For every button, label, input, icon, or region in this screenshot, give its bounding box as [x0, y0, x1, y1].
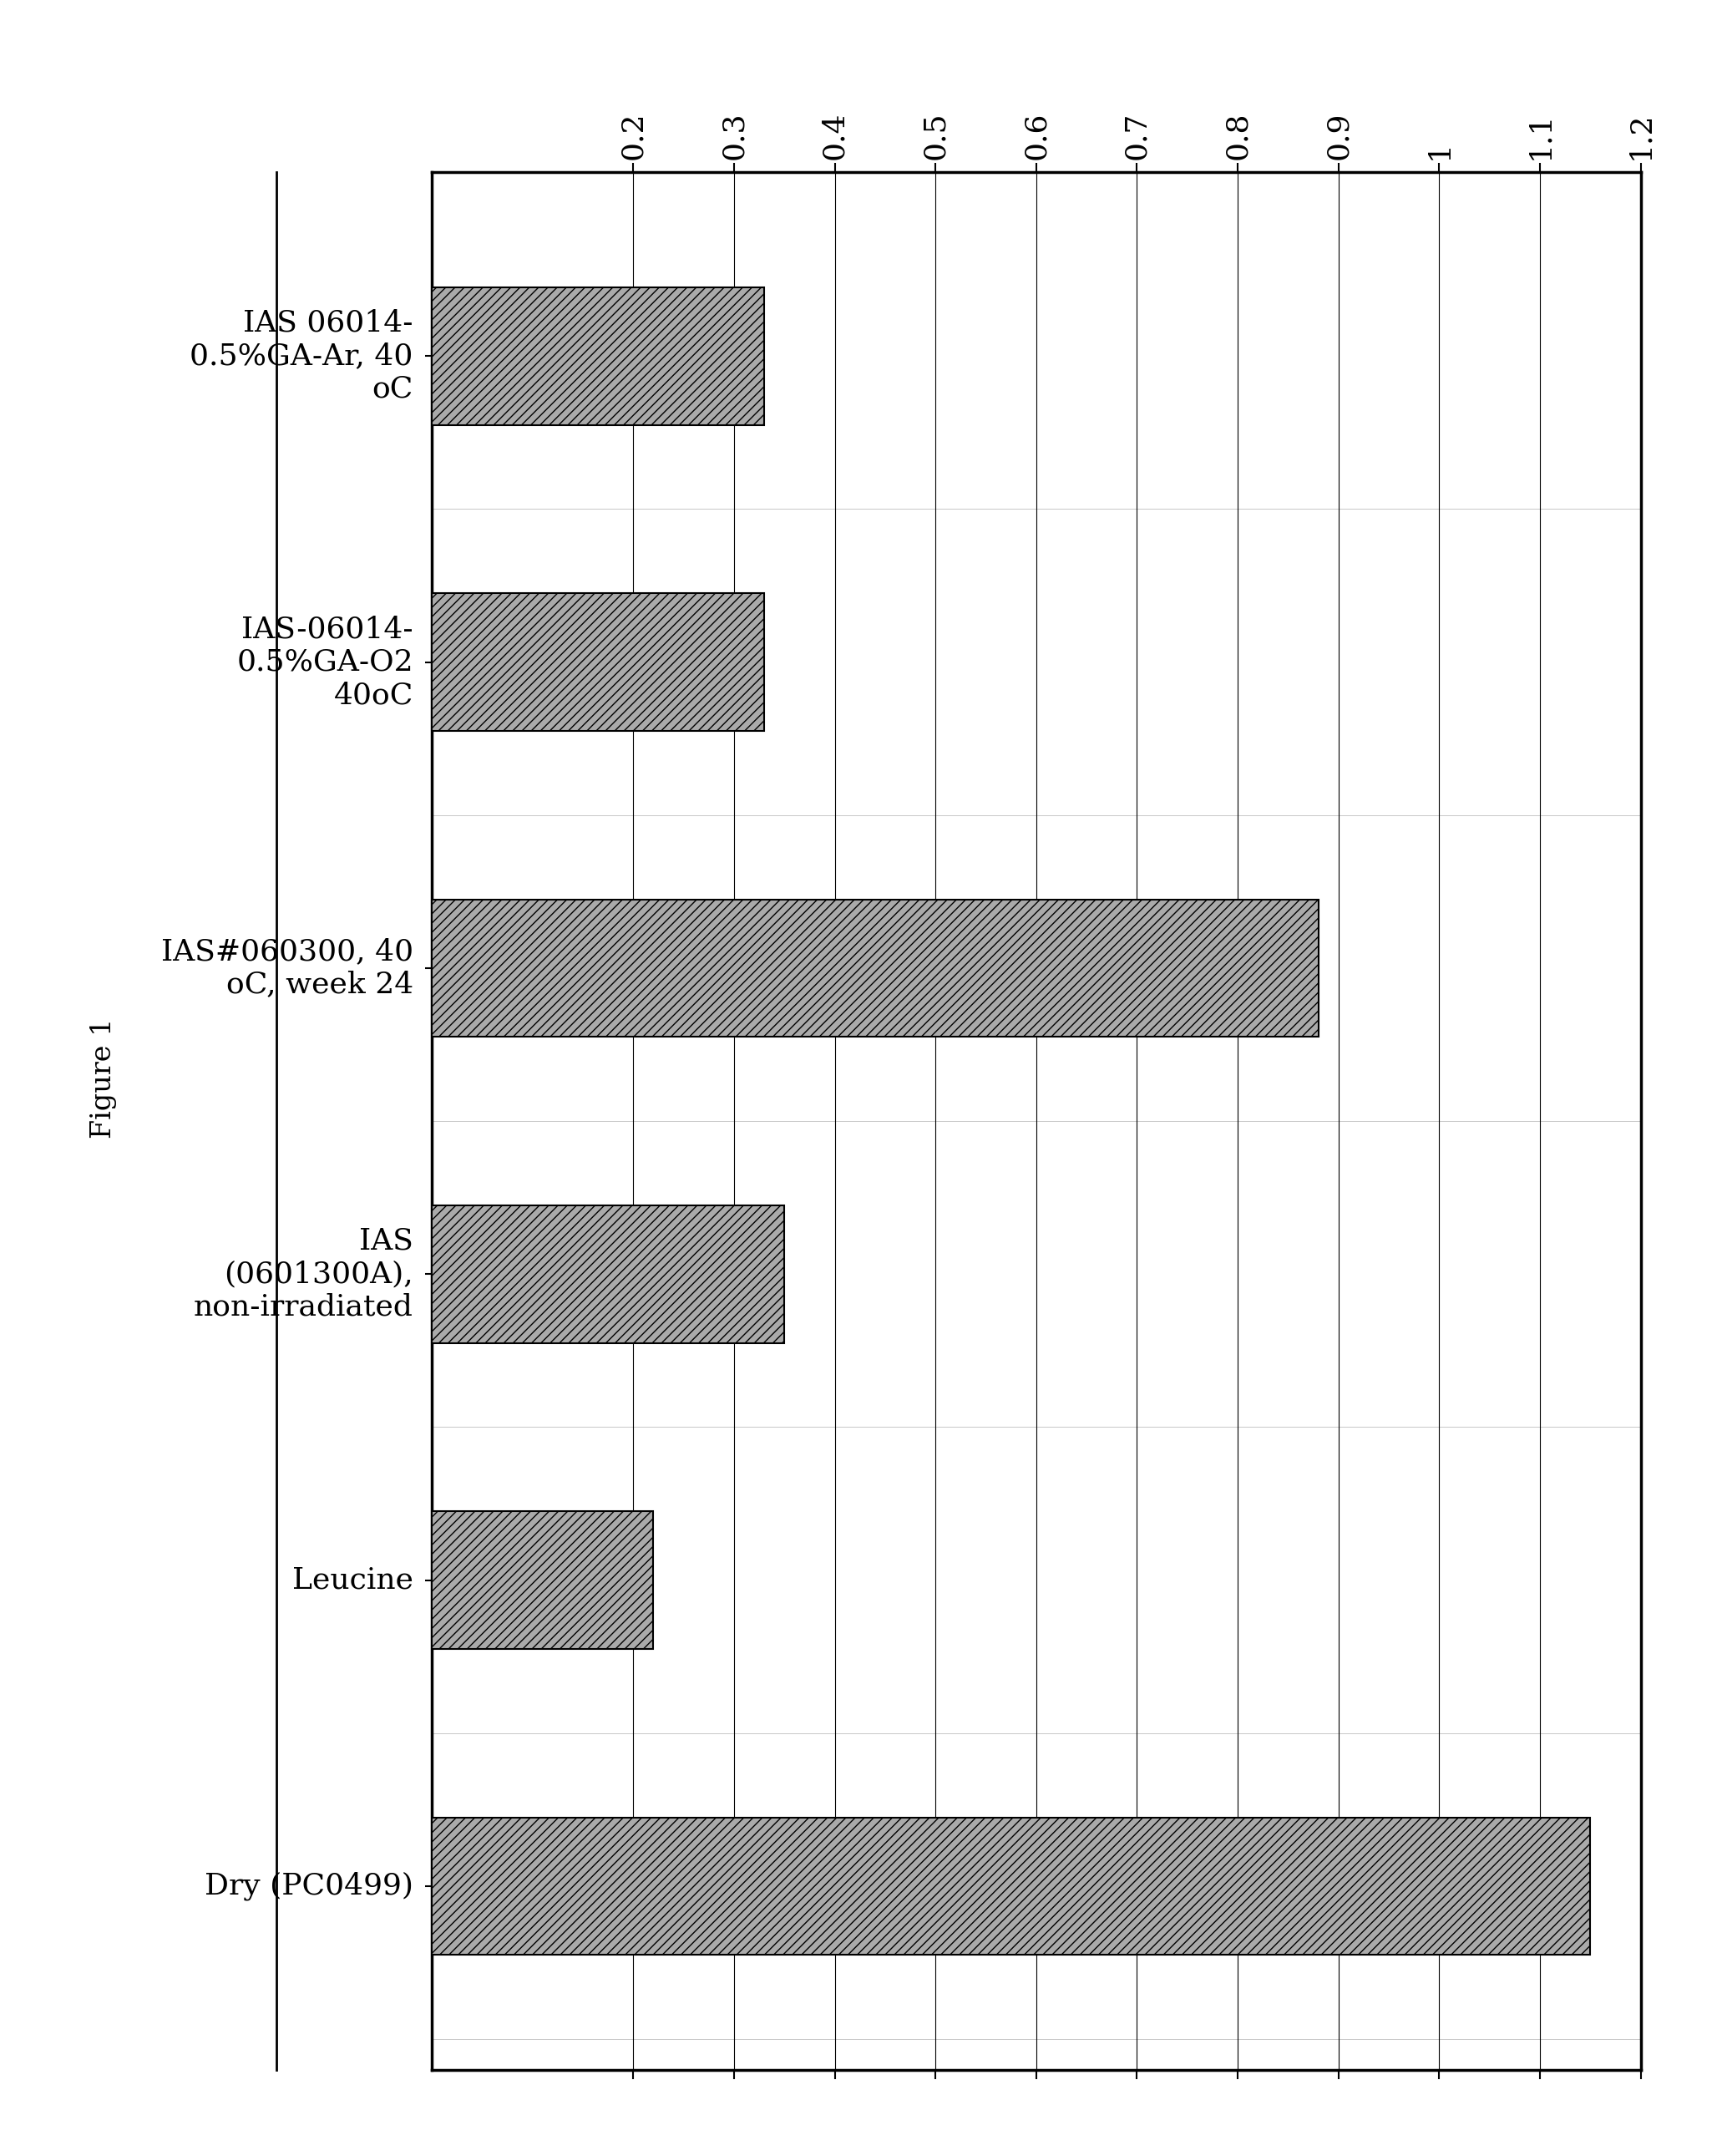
Text: Figure 1: Figure 1 [90, 1018, 117, 1138]
Bar [432, 1205, 784, 1343]
Bar [432, 593, 763, 731]
Bar [432, 287, 763, 425]
Bar [432, 1511, 653, 1649]
Bar [432, 1818, 1591, 1955]
Bar [432, 899, 1318, 1037]
